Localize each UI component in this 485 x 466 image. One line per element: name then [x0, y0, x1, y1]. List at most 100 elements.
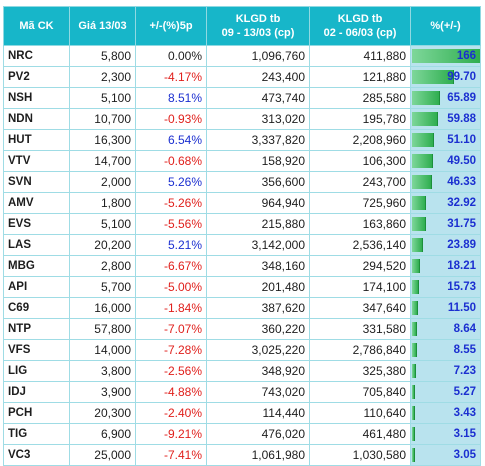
- growth-value: 18.21: [447, 260, 476, 272]
- growth-value: 11.50: [447, 302, 476, 314]
- ticker-cell: NRC: [3, 45, 70, 67]
- change-cell: 5.26%: [135, 171, 207, 193]
- volume-current-cell: 3,025,220: [206, 339, 310, 361]
- table-row: PCH 20,300 -2.40% 114,440 110,640 3.43: [3, 402, 481, 424]
- table-row: NDN 10,700 -0.93% 313,020 195,780 59.88: [3, 108, 481, 130]
- growth-value: 3.43: [453, 407, 476, 419]
- growth-bar: [412, 406, 415, 420]
- volume-previous-cell: 2,208,960: [309, 129, 411, 151]
- growth-cell: 5.27: [410, 381, 481, 403]
- table-row: MBG 2,800 -6.67% 348,160 294,520 18.21: [3, 255, 481, 277]
- price-cell: 6,900: [69, 423, 136, 445]
- change-cell: -5.00%: [135, 276, 207, 298]
- volume-previous-cell: 725,960: [309, 192, 411, 214]
- growth-cell: 3.43: [410, 402, 481, 424]
- change-cell: 6.54%: [135, 129, 207, 151]
- volume-previous-cell: 347,640: [309, 297, 411, 319]
- growth-bar: [412, 427, 415, 441]
- change-cell: 0.00%: [135, 45, 207, 67]
- growth-value: 31.75: [447, 218, 476, 230]
- price-cell: 14,000: [69, 339, 136, 361]
- ticker-cell: VC3: [3, 444, 70, 466]
- change-cell: -4.17%: [135, 66, 207, 88]
- growth-cell: 8.64: [410, 318, 481, 340]
- growth-value: 8.64: [453, 323, 476, 335]
- growth-value: 8.55: [453, 344, 476, 356]
- ticker-cell: PV2: [3, 66, 70, 88]
- volume-current-cell: 743,020: [206, 381, 310, 403]
- volume-current-cell: 1,061,980: [206, 444, 310, 466]
- ticker-cell: MBG: [3, 255, 70, 277]
- price-cell: 20,300: [69, 402, 136, 424]
- growth-cell: 46.33: [410, 171, 481, 193]
- growth-cell: 8.55: [410, 339, 481, 361]
- change-cell: -9.21%: [135, 423, 207, 445]
- price-cell: 16,300: [69, 129, 136, 151]
- volume-previous-cell: 195,780: [309, 108, 411, 130]
- growth-cell: 23.89: [410, 234, 481, 256]
- change-cell: -6.67%: [135, 255, 207, 277]
- table-row: AMV 1,800 -5.26% 964,940 725,960 32.92: [3, 192, 481, 214]
- growth-bar: [412, 343, 417, 357]
- table-row: LIG 3,800 -2.56% 348,920 325,380 7.23: [3, 360, 481, 382]
- ticker-cell: LIG: [3, 360, 70, 382]
- volume-current-cell: 158,920: [206, 150, 310, 172]
- price-cell: 2,300: [69, 66, 136, 88]
- ticker-cell: VTV: [3, 150, 70, 172]
- growth-cell: 7.23: [410, 360, 481, 382]
- header-volume-current-line1: KLGD tb: [235, 13, 281, 25]
- volume-current-cell: 215,880: [206, 213, 310, 235]
- table-row: NRC 5,800 0.00% 1,096,760 411,880 166: [3, 45, 481, 67]
- stock-volume-table: Mã CK Giá 13/03 +/-(%)5p KLGD tb 09 - 13…: [3, 6, 481, 466]
- ticker-cell: HUT: [3, 129, 70, 151]
- growth-cell: 49.50: [410, 150, 481, 172]
- ticker-cell: API: [3, 276, 70, 298]
- price-cell: 3,800: [69, 360, 136, 382]
- change-cell: -0.93%: [135, 108, 207, 130]
- ticker-cell: TIG: [3, 423, 70, 445]
- growth-value: 7.23: [453, 365, 476, 377]
- price-cell: 5,700: [69, 276, 136, 298]
- table-row: VTV 14,700 -0.68% 158,920 106,300 49.50: [3, 150, 481, 172]
- table-row: NTP 57,800 -7.07% 360,220 331,580 8.64: [3, 318, 481, 340]
- volume-current-cell: 473,740: [206, 87, 310, 109]
- volume-previous-cell: 110,640: [309, 402, 411, 424]
- change-cell: -2.40%: [135, 402, 207, 424]
- price-cell: 25,000: [69, 444, 136, 466]
- volume-previous-cell: 106,300: [309, 150, 411, 172]
- table-row: PV2 2,300 -4.17% 243,400 121,880 99.70: [3, 66, 481, 88]
- growth-bar: [412, 301, 418, 315]
- price-cell: 3,900: [69, 381, 136, 403]
- price-cell: 5,100: [69, 213, 136, 235]
- price-cell: 5,800: [69, 45, 136, 67]
- volume-previous-cell: 2,536,140: [309, 234, 411, 256]
- growth-bar: [412, 70, 454, 84]
- growth-value: 3.15: [453, 428, 476, 440]
- volume-previous-cell: 411,880: [309, 45, 411, 67]
- table-row: HUT 16,300 6.54% 3,337,820 2,208,960 51.10: [3, 129, 481, 151]
- volume-current-cell: 243,400: [206, 66, 310, 88]
- ticker-cell: SVN: [3, 171, 70, 193]
- growth-value: 23.89: [447, 239, 476, 251]
- ticker-cell: C69: [3, 297, 70, 319]
- growth-bar: [412, 133, 434, 147]
- price-cell: 2,800: [69, 255, 136, 277]
- growth-bar: [412, 364, 416, 378]
- header-volume-previous-line1: KLGD tb: [337, 13, 383, 25]
- stock-table-container: Mã CK Giá 13/03 +/-(%)5p KLGD tb 09 - 13…: [3, 6, 481, 466]
- volume-current-cell: 3,337,820: [206, 129, 310, 151]
- volume-previous-cell: 294,520: [309, 255, 411, 277]
- change-cell: 8.51%: [135, 87, 207, 109]
- growth-cell: 3.05: [410, 444, 481, 466]
- header-volume-current: KLGD tb 09 - 13/03 (cp): [206, 6, 310, 46]
- table-row: NSH 5,100 8.51% 473,740 285,580 65.89: [3, 87, 481, 109]
- growth-value: 32.92: [447, 197, 476, 209]
- growth-bar: [412, 280, 420, 294]
- volume-previous-cell: 325,380: [309, 360, 411, 382]
- growth-cell: 15.73: [410, 276, 481, 298]
- volume-current-cell: 114,440: [206, 402, 310, 424]
- header-volume-previous-line2: 02 - 06/03 (cp): [323, 27, 397, 39]
- ticker-cell: NTP: [3, 318, 70, 340]
- table-row: LAS 20,200 5.21% 3,142,000 2,536,140 23.89: [3, 234, 481, 256]
- growth-cell: 99.70: [410, 66, 481, 88]
